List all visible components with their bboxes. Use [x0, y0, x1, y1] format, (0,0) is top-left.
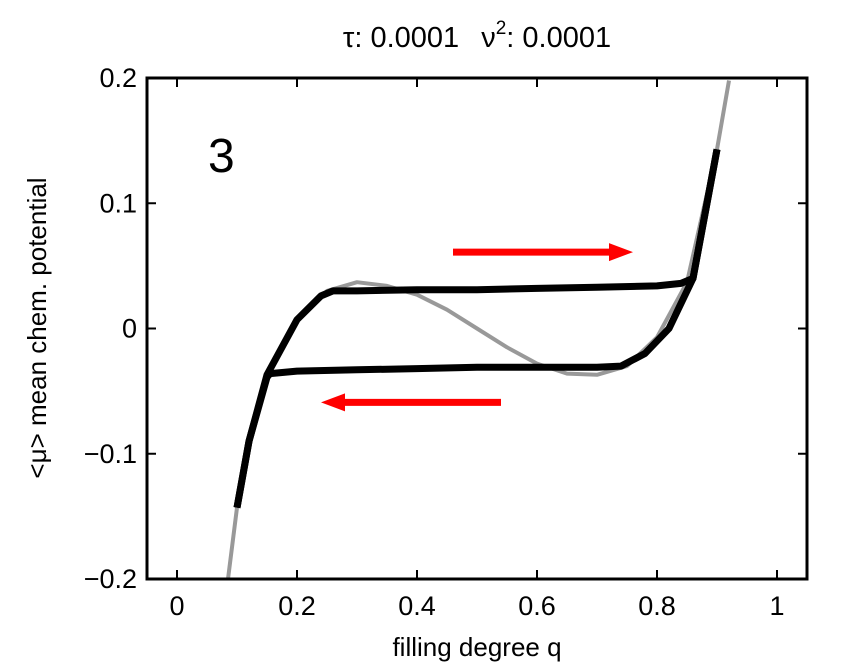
arrow-right — [453, 243, 633, 262]
title-nu-symbol: ν — [481, 22, 496, 54]
x-tick-label: 0 — [169, 591, 184, 621]
y-tick-label: 0.2 — [99, 63, 137, 93]
x-tick-label: 0.8 — [638, 591, 676, 621]
series-layer — [226, 80, 731, 579]
y-axis-label: <μ> mean chem. potential — [22, 177, 52, 478]
arrow-layer — [321, 243, 633, 412]
y-tick-label: 0.1 — [99, 188, 137, 218]
x-tick-label: 1 — [769, 591, 784, 621]
arrow-head — [609, 243, 633, 262]
panel-label: 3 — [208, 130, 235, 183]
arrow-head — [321, 393, 345, 412]
chart-title: τ: 0.0001 ν2: 0.0001 — [343, 18, 611, 54]
x-axis-label: filling degree q — [392, 632, 561, 662]
series-line-2 — [233, 148, 721, 509]
y-tick-label: −0.2 — [84, 564, 137, 594]
title-nu-exponent: 2 — [496, 18, 507, 39]
x-tick-label: 0.6 — [518, 591, 556, 621]
arrow-left — [321, 393, 501, 412]
title-tau-symbol: τ — [343, 22, 355, 54]
tick-layer: 0 0.2 0.4 0.6 0.8 1 −0.2 −0.1 0 0.1 0.2 — [84, 63, 807, 621]
x-tick-label: 0.4 — [398, 591, 436, 621]
x-tick-label: 0.2 — [278, 591, 316, 621]
y-tick-label: 0 — [122, 314, 137, 344]
series-line-equilibrium — [226, 80, 731, 579]
y-tick-label: −0.1 — [84, 439, 137, 469]
title-nu-value: : 0.0001 — [506, 22, 611, 54]
title-tau-value: : 0.0001 — [354, 22, 459, 54]
